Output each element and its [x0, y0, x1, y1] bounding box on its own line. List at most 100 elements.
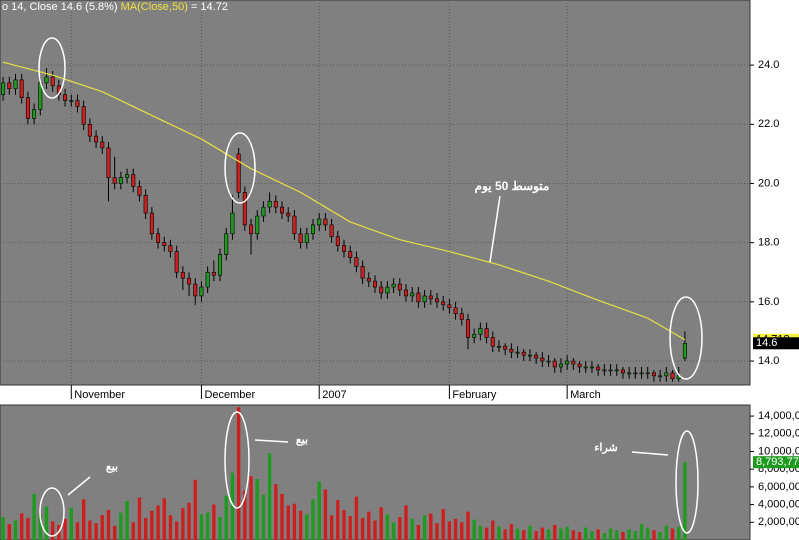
- candle-body: [187, 277, 192, 285]
- candle-body: [335, 236, 340, 246]
- volume-bar: [181, 508, 185, 540]
- candle-body: [112, 177, 117, 184]
- candle-body: [509, 348, 514, 353]
- candle-body: [249, 224, 254, 235]
- candle-body: [658, 375, 663, 378]
- candle-body: [317, 218, 322, 226]
- sell-annotation: بيع: [296, 434, 308, 446]
- candle-body: [503, 345, 508, 350]
- candle-body: [137, 186, 142, 196]
- candle-body: [94, 135, 99, 143]
- volume-bar: [515, 528, 520, 540]
- candle-body: [323, 218, 328, 226]
- candle-body: [453, 307, 458, 314]
- sell-annotation: بيع: [106, 461, 118, 473]
- volume-bar: [608, 528, 613, 540]
- volume-bar: [255, 478, 259, 540]
- candle-body: [211, 271, 216, 276]
- volume-bar: [627, 529, 631, 540]
- candle-body: [410, 292, 415, 297]
- volume-bar: [249, 476, 253, 540]
- candle-body: [13, 79, 18, 90]
- volume-bar: [298, 510, 303, 540]
- volume-bar: [534, 531, 538, 540]
- volume-bar: [546, 529, 551, 540]
- volume-bar: [162, 498, 166, 540]
- candle-body: [434, 298, 439, 303]
- volume-bar: [509, 524, 514, 540]
- annotation-shapes: [38, 37, 703, 537]
- candle-body: [484, 328, 489, 338]
- y-tick-label: 6,000,000: [758, 481, 799, 493]
- candle-body: [664, 372, 669, 377]
- highlight-ellipse: [224, 411, 250, 509]
- volume-bar: [522, 530, 526, 540]
- volume-bar: [478, 525, 483, 540]
- volume-bar: [311, 499, 315, 540]
- volume-bar: [236, 407, 241, 540]
- header-ma-value: = 14.72: [191, 1, 228, 13]
- volume-panel: [0, 404, 751, 540]
- highlight-ellipse: [39, 487, 65, 537]
- candle-body: [465, 319, 470, 338]
- volume-bar: [497, 526, 501, 540]
- candle-body: [63, 94, 68, 101]
- volume-bar: [664, 525, 669, 540]
- candle-body: [118, 177, 123, 184]
- volume-bar: [391, 522, 396, 540]
- candle-body: [87, 123, 92, 137]
- volume-bar: [156, 505, 160, 540]
- candle-body: [149, 212, 154, 235]
- volume-bar: [652, 530, 656, 540]
- volume-bar: [193, 479, 197, 540]
- volume-bar: [633, 531, 638, 540]
- candle-body: [156, 233, 161, 243]
- volume-bar: [484, 527, 489, 540]
- candle-body: [100, 141, 105, 149]
- y-tick-label: 14,000,000: [758, 410, 799, 422]
- candle-body: [639, 372, 644, 375]
- y-tick-label: 22.0: [758, 118, 779, 130]
- y-tick-label: 14.0: [758, 355, 779, 367]
- candle-body: [44, 76, 49, 84]
- volume-bar: [615, 530, 619, 540]
- volume-bar: [286, 505, 290, 540]
- volume-bar: [435, 523, 439, 540]
- candle-body: [360, 266, 365, 279]
- volume-bar: [131, 522, 135, 540]
- candle-body: [106, 147, 111, 178]
- candle-body: [19, 79, 24, 98]
- candle-body: [273, 200, 278, 208]
- y-tick-label: 10,000,000: [758, 445, 799, 457]
- highlight-ellipse: [224, 132, 256, 204]
- highlight-ellipse: [38, 37, 66, 99]
- y-tick-label: 16.0: [758, 296, 779, 308]
- candle-body: [255, 215, 260, 235]
- volume-bar: [112, 525, 117, 540]
- volume-bar: [305, 514, 309, 540]
- volume-bar: [404, 505, 408, 540]
- candle-body: [224, 233, 229, 255]
- candle-body: [342, 245, 347, 252]
- candle-body: [521, 351, 526, 356]
- volume-bar: [559, 528, 563, 540]
- volume-bar: [410, 518, 414, 540]
- candle-body: [286, 212, 291, 217]
- volume-bar: [354, 496, 359, 540]
- candle-body: [620, 369, 625, 374]
- volume-bar: [50, 521, 55, 540]
- candle-body: [490, 337, 495, 347]
- volume-bar: [88, 520, 92, 540]
- x-tick-label: March: [570, 389, 601, 401]
- volume-bar: [137, 497, 142, 540]
- candle-body: [583, 366, 588, 369]
- candle-body: [69, 100, 74, 102]
- candle-body: [472, 334, 477, 338]
- header: o 14, Close 14.6 (5.8%) MA(Close,50) = 1…: [2, 1, 228, 13]
- y-tick-label: 18.0: [758, 237, 779, 249]
- y-tick-label: 4,000,000: [758, 498, 799, 510]
- volume-bar: [199, 514, 204, 540]
- volume-bar: [422, 515, 427, 540]
- volume-bar: [106, 509, 111, 540]
